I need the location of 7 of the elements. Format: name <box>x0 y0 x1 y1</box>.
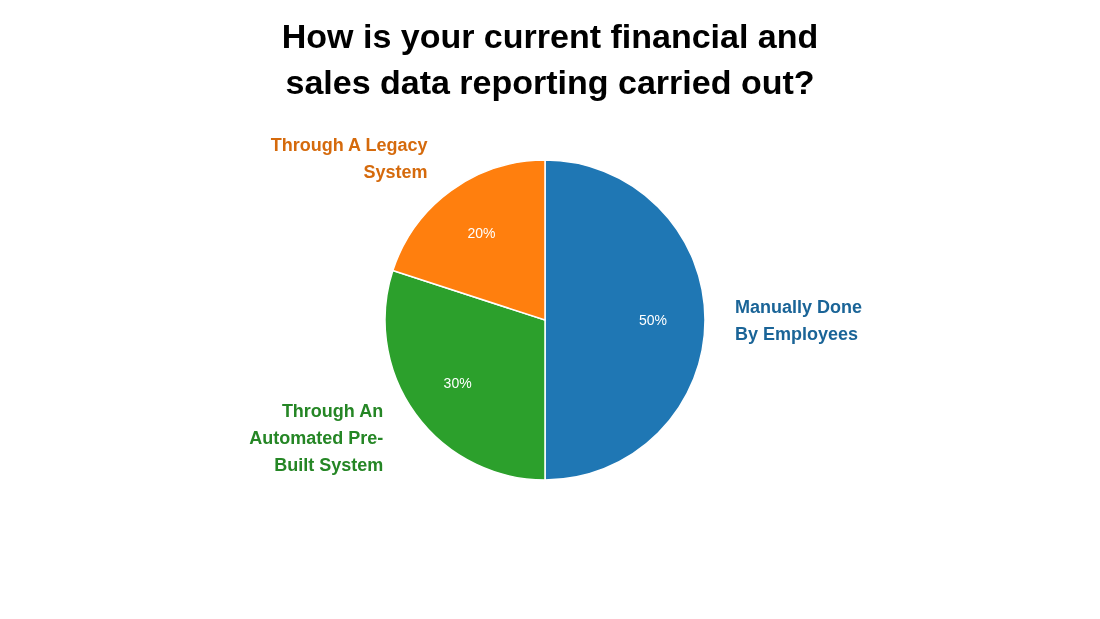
slice-label: Through A Legacy System <box>270 135 428 182</box>
data-label: 30% <box>443 375 472 392</box>
data-label: 20% <box>467 224 496 241</box>
slice-label: Manually Done By Employees <box>735 296 863 344</box>
slice-label: Through An Automated Pre-Built System <box>249 400 384 475</box>
chart-title: How is your current financial and sales data reporting carried out? <box>281 17 819 101</box>
data-label: 50% <box>638 311 668 328</box>
